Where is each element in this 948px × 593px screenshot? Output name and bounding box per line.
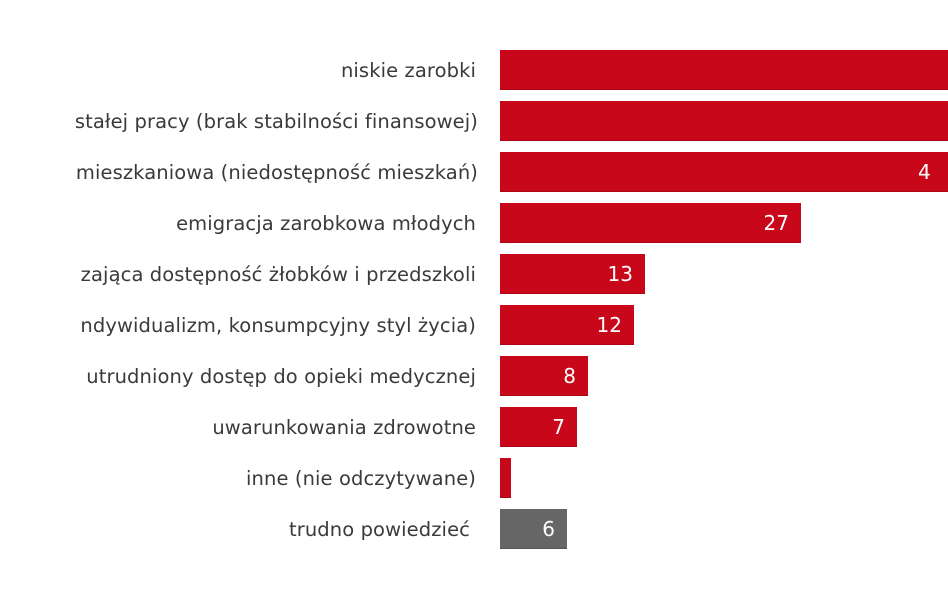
chart-row: ndywidualizm, konsumpcyjny styl życia) 1… xyxy=(0,305,948,346)
value-label: 7 xyxy=(552,415,565,439)
chart-row: mieszkaniowa (niedostępność mieszkań) 4 xyxy=(0,152,948,193)
bar: 13 xyxy=(500,254,645,294)
category-label: ndywidualizm, konsumpcyjny styl życia) xyxy=(80,314,476,337)
value-label: 4 xyxy=(918,160,931,184)
bar: 27 xyxy=(500,203,801,243)
chart-row: utrudniony dostęp do opieki medycznej 8 xyxy=(0,356,948,397)
bar: 4 xyxy=(500,152,948,192)
category-label: niskie zarobki xyxy=(340,59,476,82)
bar xyxy=(500,101,948,141)
value-label: 12 xyxy=(596,313,622,337)
value-label: 6 xyxy=(542,517,555,541)
value-label: 8 xyxy=(563,364,576,388)
category-label: uwarunkowania zdrowotne xyxy=(212,416,476,439)
value-label: 13 xyxy=(607,262,633,286)
chart-row: uwarunkowania zdrowotne 7 xyxy=(0,407,948,448)
chart-row: trudno powiedzieć 6 xyxy=(0,509,948,550)
chart-row: niskie zarobki xyxy=(0,50,948,91)
chart-row: zająca dostępność żłobków i przedszkoli … xyxy=(0,254,948,295)
chart-row: stałej pracy (brak stabilności finansowe… xyxy=(0,101,948,142)
category-label: emigracja zarobkowa młodych xyxy=(176,212,476,235)
chart-row: emigracja zarobkowa młodych 27 xyxy=(0,203,948,244)
category-label: stałej pracy (brak stabilności finansowe… xyxy=(74,110,478,133)
bar: 8 xyxy=(500,356,588,396)
category-label: mieszkaniowa (niedostępność mieszkań) xyxy=(75,161,478,184)
bar xyxy=(500,50,948,90)
bar xyxy=(500,458,511,498)
category-label: inne (nie odczytywane) xyxy=(246,467,476,490)
category-label: utrudniony dostęp do opieki medycznej xyxy=(86,365,476,388)
bar: 12 xyxy=(500,305,634,345)
value-label: 27 xyxy=(763,211,789,235)
bar: 6 xyxy=(500,509,567,549)
bar: 7 xyxy=(500,407,577,447)
category-label: zająca dostępność żłobków i przedszkoli xyxy=(80,263,476,286)
category-label: trudno powiedzieć xyxy=(288,518,470,541)
chart-row: inne (nie odczytywane) xyxy=(0,458,948,499)
